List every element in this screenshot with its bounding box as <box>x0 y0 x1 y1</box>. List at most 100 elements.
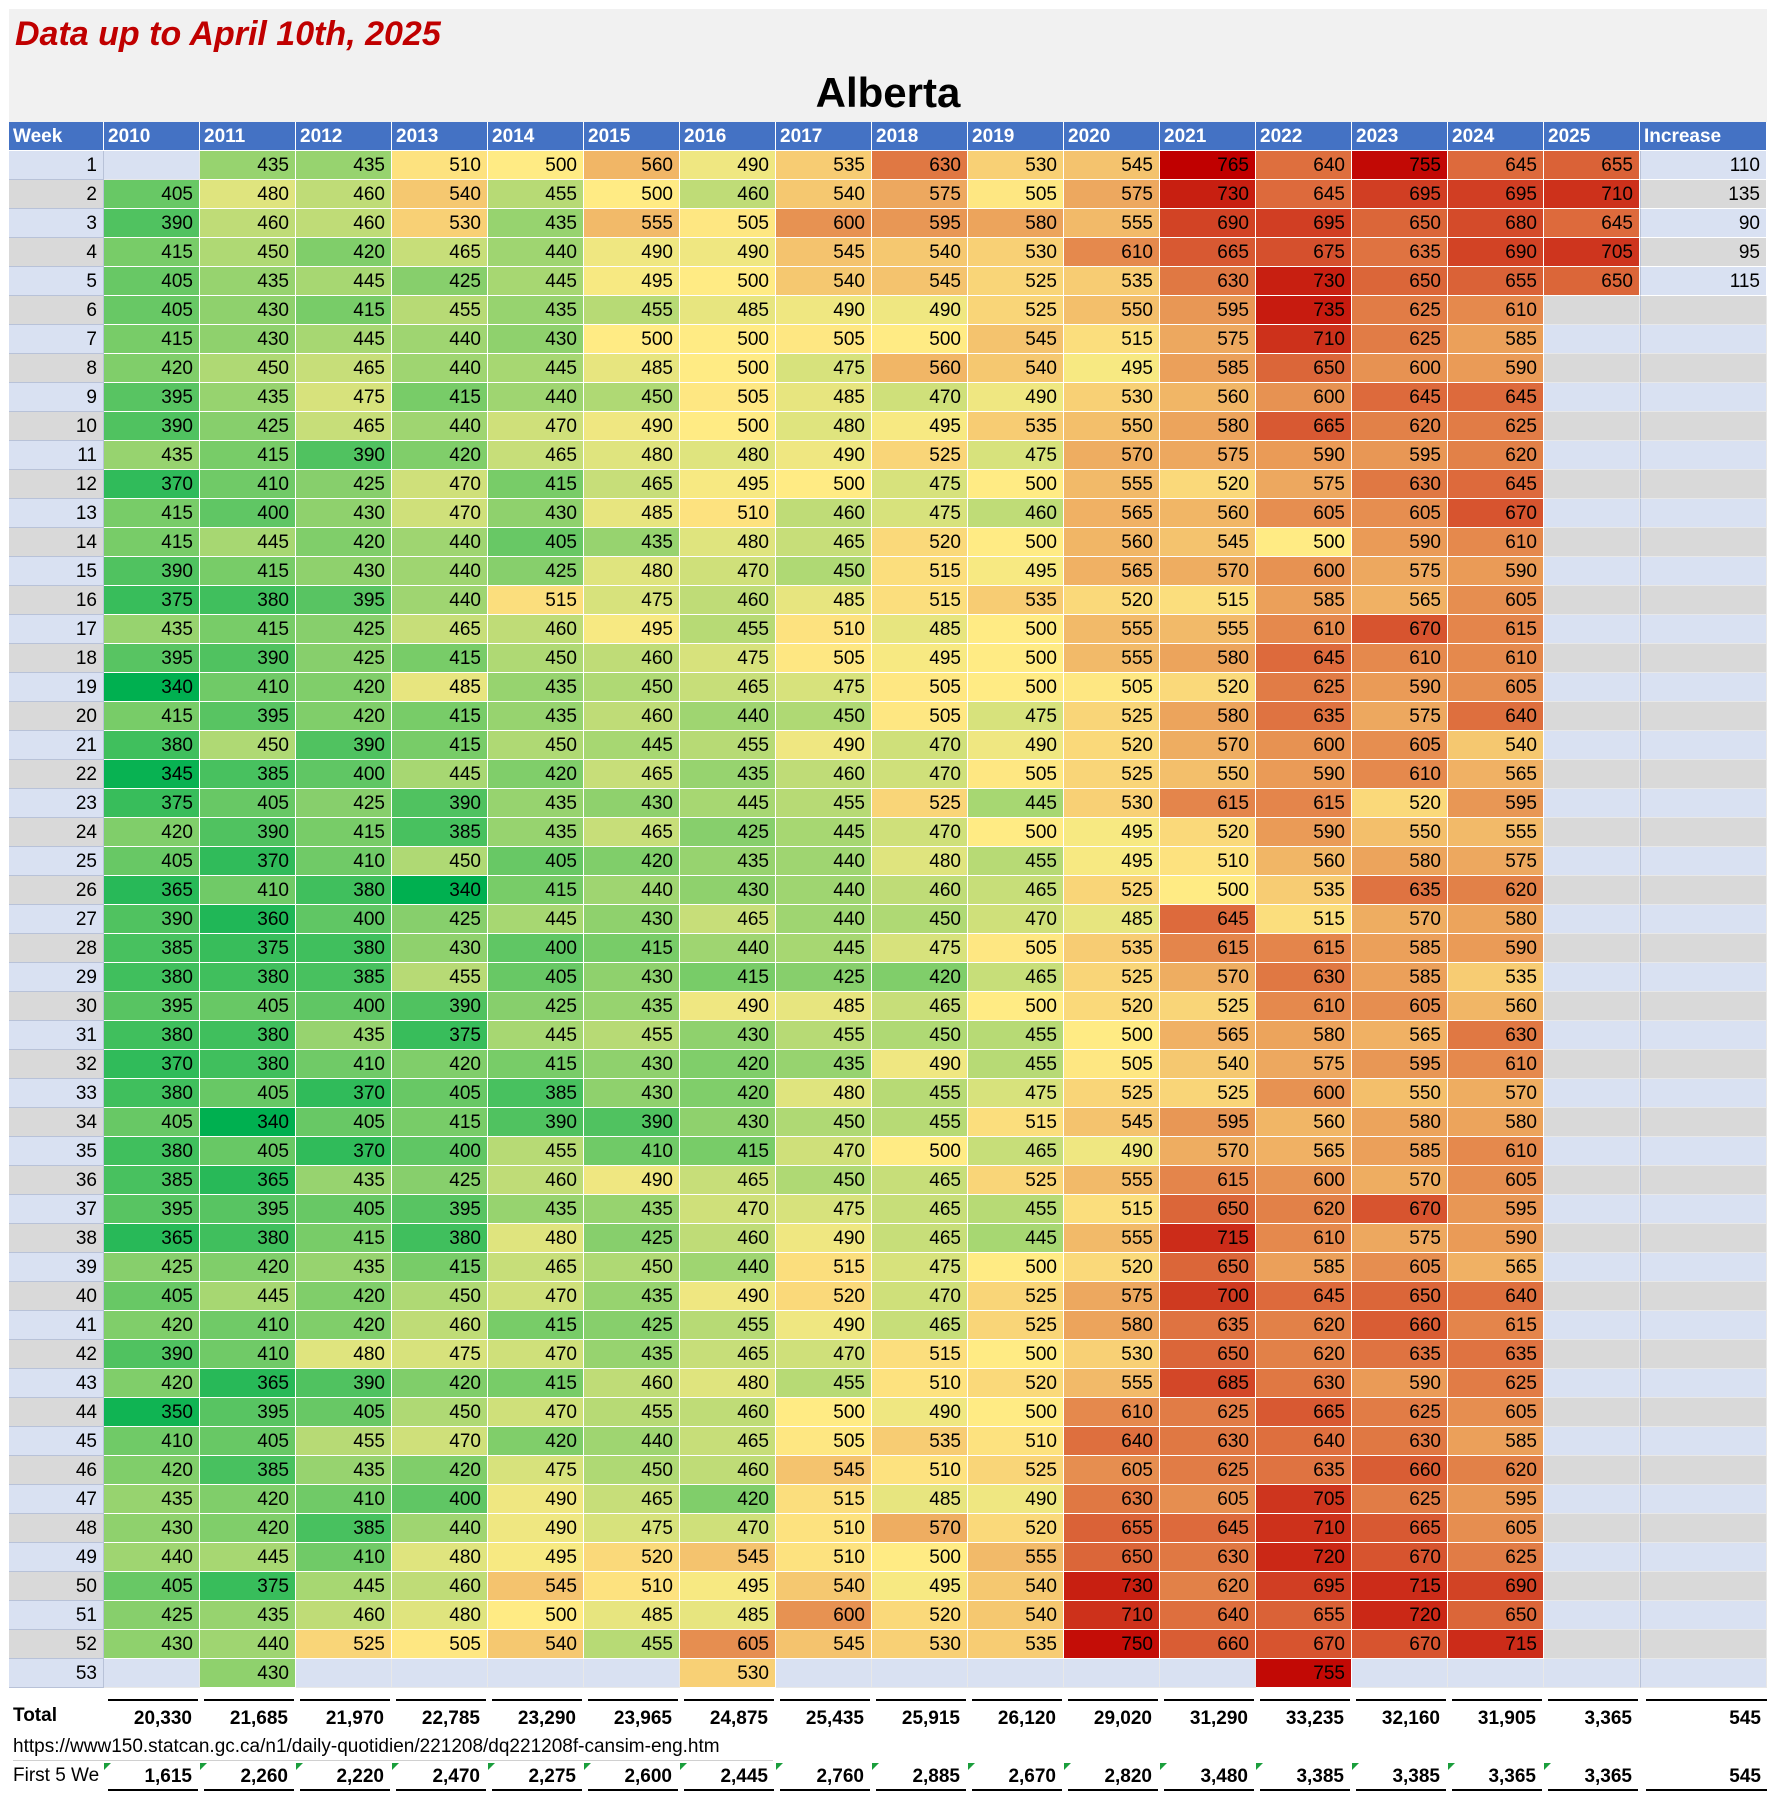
empty-cell <box>1544 673 1640 702</box>
heatmap-cell: 545 <box>1160 528 1256 557</box>
heatmap-cell: 505 <box>872 702 968 731</box>
heatmap-cell: 375 <box>392 1021 488 1050</box>
heatmap-cell: 405 <box>200 1079 296 1108</box>
empty-cell <box>1640 354 1767 383</box>
empty-cell <box>1544 441 1640 470</box>
heatmap-cell: 485 <box>872 1485 968 1514</box>
empty-cell <box>1640 499 1767 528</box>
heatmap-cell: 430 <box>104 1514 200 1543</box>
heatmap-cell: 410 <box>296 1543 392 1572</box>
heatmap-cell: 490 <box>680 1282 776 1311</box>
heatmap-cell: 445 <box>680 789 776 818</box>
heatmap-cell: 340 <box>392 876 488 905</box>
heatmap-cell: 445 <box>968 1224 1064 1253</box>
heatmap-cell: 465 <box>776 528 872 557</box>
week-label: 42 <box>9 1340 104 1369</box>
heatmap-cell: 455 <box>584 296 680 325</box>
week-label: 4 <box>9 238 104 267</box>
week-label: 47 <box>9 1485 104 1514</box>
heatmap-cell: 525 <box>1064 702 1160 731</box>
heatmap-cell: 540 <box>392 180 488 209</box>
heatmap-cell: 375 <box>200 934 296 963</box>
heatmap-cell: 440 <box>776 847 872 876</box>
heatmap-cell: 620 <box>1256 1195 1352 1224</box>
heatmap-cell: 420 <box>200 1485 296 1514</box>
heatmap-cell: 605 <box>1064 1456 1160 1485</box>
heatmap-cell: 380 <box>104 1137 200 1166</box>
column-header-week: Week <box>9 122 104 151</box>
heatmap-cell: 490 <box>776 1224 872 1253</box>
heatmap-cell: 645 <box>1448 151 1544 180</box>
heatmap-cell: 455 <box>488 180 584 209</box>
empty-cell <box>1544 615 1640 644</box>
heatmap-cell: 475 <box>584 1514 680 1543</box>
heatmap-cell: 415 <box>392 644 488 673</box>
heatmap-cell: 625 <box>1352 296 1448 325</box>
heatmap-cell: 425 <box>296 615 392 644</box>
heatmap-cell: 455 <box>680 615 776 644</box>
heatmap-cell: 635 <box>1160 1311 1256 1340</box>
heatmap-cell: 605 <box>1352 1253 1448 1282</box>
heatmap-cell: 715 <box>1352 1572 1448 1601</box>
heatmap-cell: 540 <box>776 180 872 209</box>
heatmap-cell: 610 <box>1448 296 1544 325</box>
heatmap-cell: 390 <box>296 441 392 470</box>
first5-value: 2,670 <box>972 1761 1062 1791</box>
week-label: 49 <box>9 1543 104 1572</box>
heatmap-cell: 615 <box>1256 934 1352 963</box>
heatmap-cell: 505 <box>680 209 776 238</box>
heatmap-cell: 485 <box>776 586 872 615</box>
heatmap-cell: 410 <box>200 673 296 702</box>
week-label: 14 <box>9 528 104 557</box>
heatmap-cell: 490 <box>584 238 680 267</box>
column-header-year: 2011 <box>200 122 296 151</box>
heatmap-cell: 395 <box>104 992 200 1021</box>
week-label: 19 <box>9 673 104 702</box>
heatmap-cell: 540 <box>776 267 872 296</box>
error-indicator-icon <box>488 1763 495 1770</box>
week-label: 46 <box>9 1456 104 1485</box>
heatmap-cell: 405 <box>104 1108 200 1137</box>
heatmap-cell: 640 <box>1256 151 1352 180</box>
heatmap-cell: 630 <box>1352 1427 1448 1456</box>
heatmap-cell: 480 <box>680 528 776 557</box>
heatmap-cell: 440 <box>584 876 680 905</box>
heatmap-cell: 425 <box>392 905 488 934</box>
heatmap-cell: 535 <box>1064 267 1160 296</box>
heatmap-cell: 500 <box>680 354 776 383</box>
week-label: 31 <box>9 1021 104 1050</box>
heatmap-cell: 405 <box>104 847 200 876</box>
heatmap-cell: 510 <box>776 1543 872 1572</box>
heatmap-cell: 465 <box>680 1340 776 1369</box>
heatmap-cell: 480 <box>296 1340 392 1369</box>
empty-cell <box>1640 1021 1767 1050</box>
column-header-year: 2019 <box>968 122 1064 151</box>
heatmap-cell: 500 <box>968 818 1064 847</box>
heatmap-cell: 450 <box>584 1456 680 1485</box>
heatmap-cell: 450 <box>488 644 584 673</box>
heatmap-cell: 650 <box>1352 267 1448 296</box>
week-label: 3 <box>9 209 104 238</box>
heatmap-cell: 395 <box>200 702 296 731</box>
heatmap-cell: 610 <box>1256 992 1352 1021</box>
first5-value: 2,885 <box>876 1761 966 1791</box>
heatmap-cell: 435 <box>296 1253 392 1282</box>
heatmap-cell: 500 <box>968 644 1064 673</box>
heatmap-cell: 625 <box>1352 1398 1448 1427</box>
heatmap-cell: 465 <box>296 354 392 383</box>
empty-cell <box>1544 963 1640 992</box>
heatmap-cell: 625 <box>1448 412 1544 441</box>
heatmap-cell: 400 <box>296 760 392 789</box>
heatmap-cell: 460 <box>680 1398 776 1427</box>
heatmap-cell: 455 <box>968 847 1064 876</box>
heatmap-cell: 420 <box>104 1369 200 1398</box>
heatmap-cell: 565 <box>1160 1021 1256 1050</box>
heatmap-cell: 595 <box>1448 1485 1544 1514</box>
column-header-year: 2016 <box>680 122 776 151</box>
heatmap-cell: 515 <box>488 586 584 615</box>
heatmap-cell: 500 <box>968 673 1064 702</box>
heatmap-cell: 495 <box>1064 354 1160 383</box>
heatmap-cell: 440 <box>392 325 488 354</box>
heatmap-cell: 510 <box>968 1427 1064 1456</box>
heatmap-cell: 430 <box>584 789 680 818</box>
